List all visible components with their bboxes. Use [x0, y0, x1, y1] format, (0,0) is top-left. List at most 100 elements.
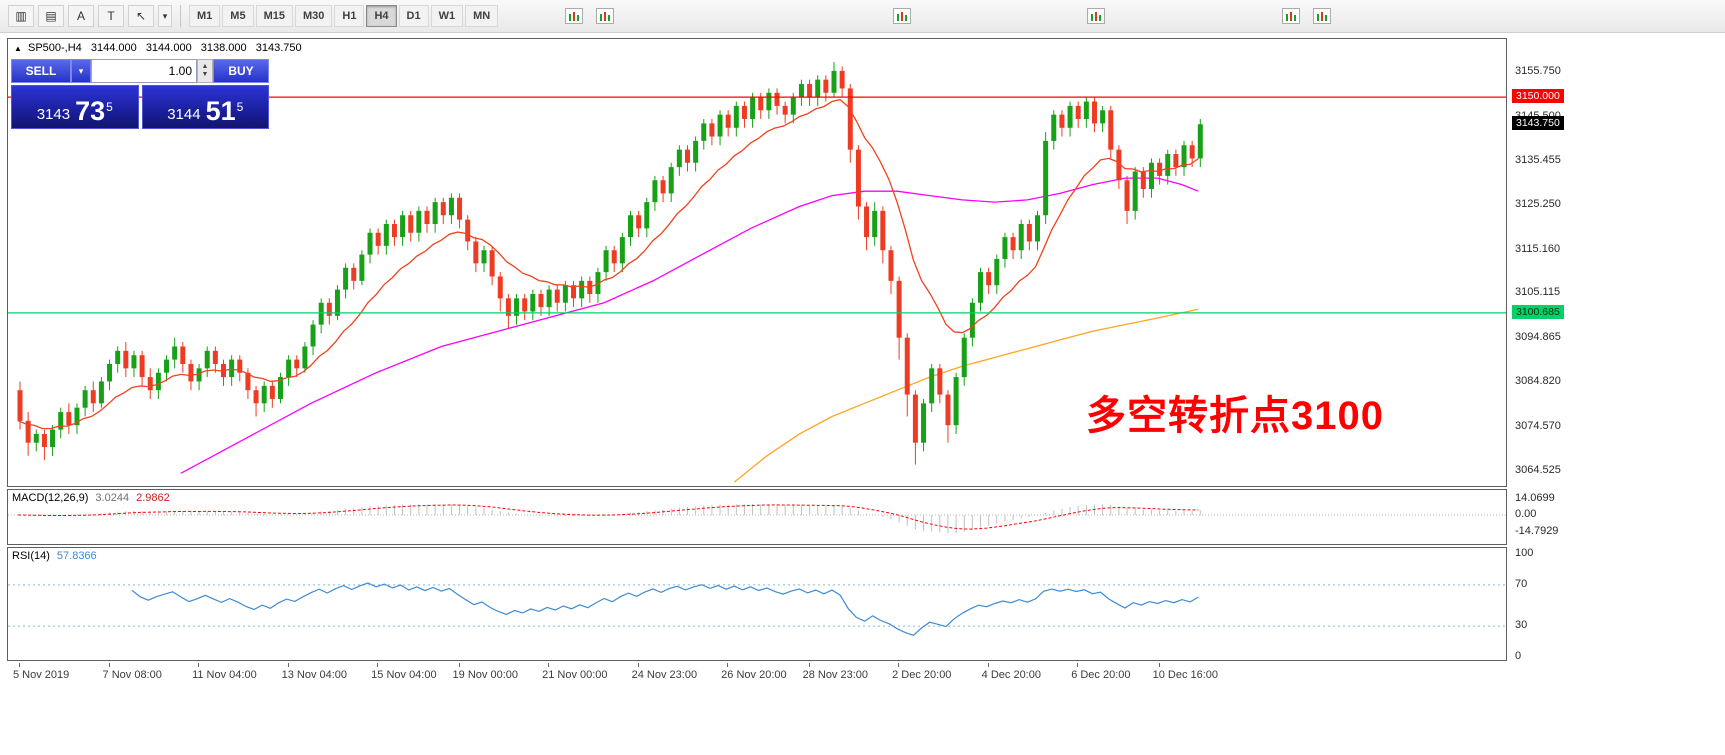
time-axis[interactable]: 5 Nov 2019 7 Nov 08:00 11 Nov 04:00 13 Nov …: [7, 663, 1507, 687]
time-axis-label: 19 Nov 00:00: [452, 669, 518, 681]
macd-chart[interactable]: [8, 490, 1506, 544]
annotation-text: 多空转折点3100: [1086, 394, 1384, 438]
macd-name: MACD(12,26,9): [12, 492, 89, 504]
low-value: 3138.000: [200, 42, 247, 54]
trade-controls-row: SELL ▾ ▲ ▼ BUY: [11, 59, 269, 83]
macd-signal-value: 2.9862: [136, 492, 170, 504]
toolbar-separator: [180, 5, 181, 27]
high-value: 3144.000: [145, 42, 192, 54]
spin-down-icon[interactable]: ▼: [201, 71, 209, 78]
price-axis-label: 3074.570: [1515, 420, 1561, 433]
time-axis-tick: [377, 663, 379, 667]
timeframe-button-d1[interactable]: D1: [398, 5, 429, 27]
collapse-arrow-icon[interactable]: ▲: [14, 44, 22, 53]
sell-price-display[interactable]: 3143 73 5: [11, 85, 139, 129]
chart-window-icon[interactable]: [596, 8, 614, 24]
price-axis-label: 3084.820: [1515, 375, 1561, 388]
macd-label: MACD(12,26,9) 3.0244 2.9862: [12, 492, 170, 504]
time-axis-tick: [548, 663, 550, 667]
drawing-tools-group: ▥ ▤ A T ↖ ▾: [8, 5, 172, 27]
price-badge-black: 3143.750: [1512, 116, 1564, 131]
time-axis-tick: [987, 663, 989, 667]
price-axis[interactable]: 3155.7503150.0003145.5003143.7503135.455…: [1509, 38, 1725, 687]
open-value: 3144.000: [90, 42, 137, 54]
price-axis-label: 3125.250: [1515, 198, 1561, 211]
time-axis-label: 6 Dec 20:00: [1071, 669, 1131, 681]
time-axis-tick: [808, 663, 810, 667]
sell-price-head: 3143: [36, 105, 71, 123]
top-toolbar: ▥ ▤ A T ↖ ▾ M1 M5 M15 M30 H1 H4 D1 W1 MN: [0, 0, 1725, 33]
chart-style-icon[interactable]: ▥: [8, 5, 34, 27]
buy-price-display[interactable]: 3144 51 5: [141, 85, 269, 129]
rsi-name: RSI(14): [12, 550, 50, 562]
price-axis-label: 3115.160: [1515, 242, 1561, 255]
close-value: 3143.750: [255, 42, 302, 54]
time-axis-tick: [637, 663, 639, 667]
rsi-axis-label: 70: [1515, 577, 1528, 590]
rsi-chart[interactable]: [8, 548, 1506, 660]
price-axis-label: 3064.525: [1515, 464, 1561, 477]
chart-window-icon[interactable]: [1087, 8, 1105, 24]
sell-price-big: 73: [75, 95, 106, 126]
timeframe-group: M1 M5 M15 M30 H1 H4 D1 W1 MN: [189, 5, 499, 27]
timeframe-button-mn[interactable]: MN: [465, 5, 499, 27]
buy-price-sup: 5: [236, 100, 244, 114]
volume-dropdown-button[interactable]: ▾: [71, 59, 91, 83]
macd-panel[interactable]: MACD(12,26,9) 3.0244 2.9862: [7, 489, 1507, 545]
indicator-list-icon[interactable]: ▤: [38, 5, 64, 27]
rsi-axis-label: 100: [1515, 547, 1534, 559]
crosshair-cursor-icon[interactable]: ↖: [128, 5, 154, 27]
volume-spinner[interactable]: ▲ ▼: [197, 59, 213, 83]
text-label-icon[interactable]: T: [98, 5, 124, 27]
rsi-axis-label: 30: [1515, 619, 1528, 632]
buy-button[interactable]: BUY: [213, 59, 269, 83]
time-axis-label: 26 Nov 20:00: [721, 669, 787, 681]
time-axis-tick: [727, 663, 729, 667]
timeframe-button-h1[interactable]: H1: [334, 5, 365, 27]
ohlc-header: ▲ SP500-,H4 3144.000 3144.000 3138.000 3…: [14, 42, 308, 54]
cursor-dropdown-icon[interactable]: ▾: [158, 5, 172, 27]
time-axis-tick: [458, 663, 460, 667]
time-axis-tick: [898, 663, 900, 667]
timeframe-button-m15[interactable]: M15: [255, 5, 293, 27]
time-axis-tick: [19, 663, 20, 667]
chart-window-icon[interactable]: [1282, 8, 1300, 24]
chart-window-icon[interactable]: [893, 8, 911, 24]
price-badge-red: 3150.000: [1512, 89, 1564, 104]
timeframe-button-w1[interactable]: W1: [430, 5, 464, 27]
timeframe-button-m5[interactable]: M5: [222, 5, 254, 27]
time-axis-label: 5 Nov 2019: [13, 669, 70, 681]
time-axis-tick: [1158, 663, 1160, 667]
spin-up-icon[interactable]: ▲: [201, 63, 209, 71]
time-axis-label: 28 Nov 23:00: [802, 669, 869, 681]
time-axis-label: 15 Nov 04:00: [371, 669, 437, 681]
timeframe-button-m30[interactable]: M30: [294, 5, 333, 27]
volume-input[interactable]: [91, 59, 197, 83]
buy-price-head: 3144: [167, 105, 201, 123]
sell-button[interactable]: SELL: [11, 59, 71, 83]
buy-price-big: 51: [205, 95, 236, 126]
macd-axis-label: -14.7929: [1515, 525, 1559, 537]
price-axis-label: 3135.455: [1515, 153, 1561, 166]
rsi-panel[interactable]: RSI(14) 57.8366: [7, 547, 1507, 661]
time-axis-label: 10 Dec 16:00: [1152, 669, 1219, 681]
one-click-trading-widget: SELL ▾ ▲ ▼ BUY 3143 73 5 3144 51 5: [11, 59, 269, 129]
timeframe-button-m1[interactable]: M1: [189, 5, 221, 27]
chart-window-icon[interactable]: [565, 8, 583, 24]
time-axis-label: 2 Dec 20:00: [892, 669, 952, 681]
price-axis-label: 3155.750: [1515, 65, 1561, 77]
trade-prices-row: 3143 73 5 3144 51 5: [11, 85, 269, 129]
candlestick-chart[interactable]: [8, 39, 1506, 486]
time-axis-tick: [108, 663, 110, 667]
time-axis-label: 13 Nov 04:00: [281, 669, 348, 681]
text-annotation-icon[interactable]: A: [68, 5, 94, 27]
price-chart-panel[interactable]: ▲ SP500-,H4 3144.000 3144.000 3138.000 3…: [7, 38, 1507, 487]
chart-window-icon[interactable]: [1313, 8, 1331, 24]
time-axis-label: 24 Nov 23:00: [631, 669, 698, 681]
time-axis-label: 21 Nov 00:00: [542, 669, 608, 681]
price-badge-green: 3100.685: [1512, 304, 1564, 319]
timeframe-button-h4[interactable]: H4: [366, 5, 397, 27]
time-axis-label: 7 Nov 08:00: [102, 669, 162, 681]
macd-main-value: 3.0244: [95, 492, 130, 504]
